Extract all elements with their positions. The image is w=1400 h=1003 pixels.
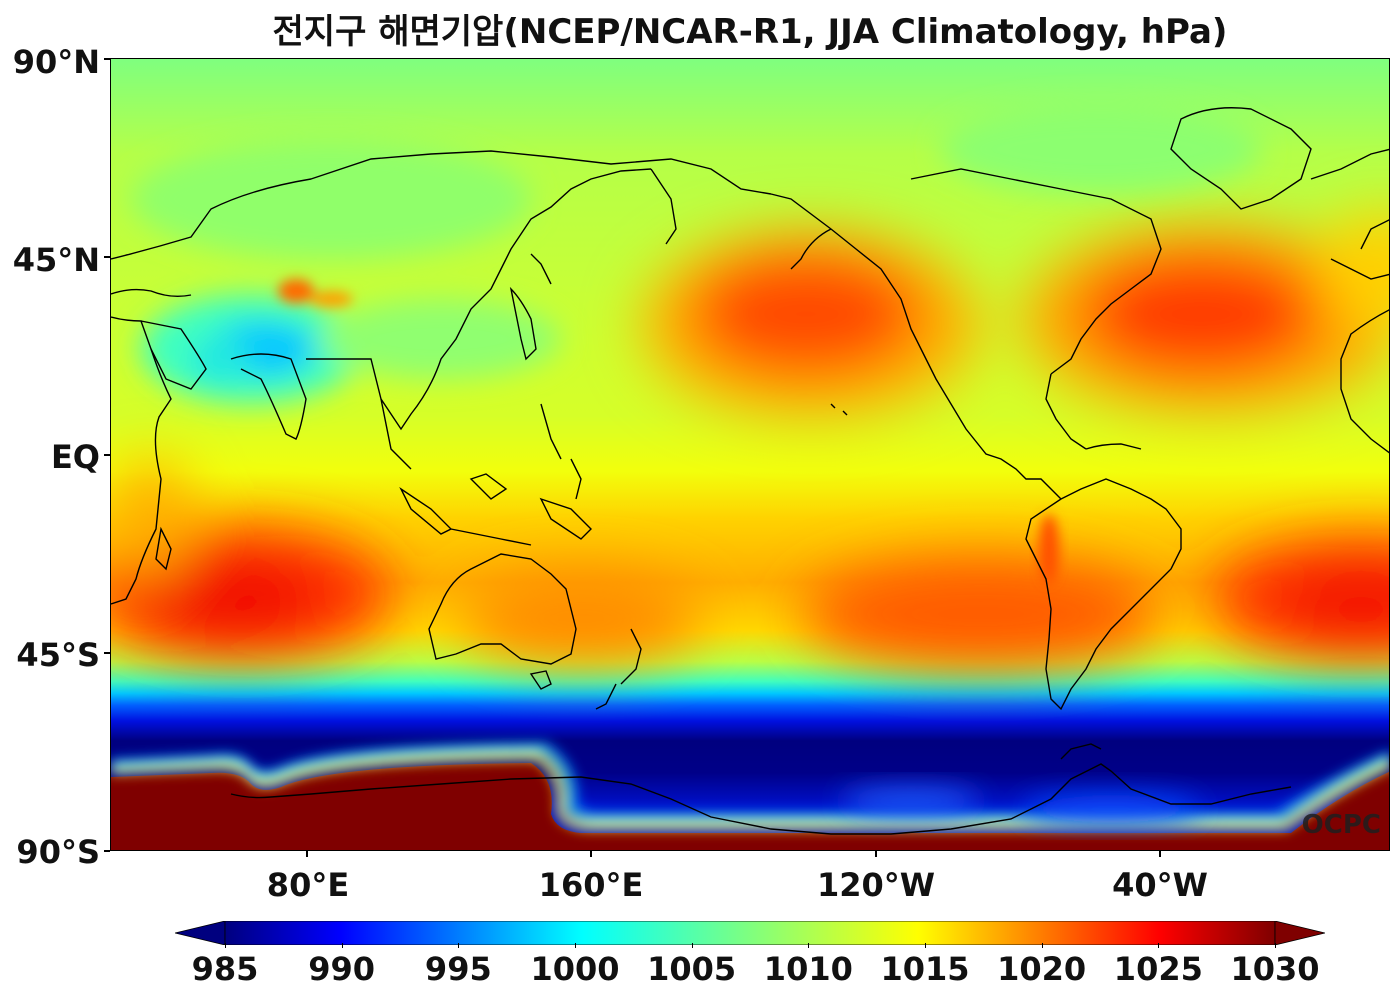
coastlines	[111, 107, 1389, 835]
colorbar-tick-label: 1020	[997, 950, 1087, 988]
colorbar-tick-label: 1005	[647, 950, 737, 988]
colorbar-tick	[1041, 943, 1043, 948]
watermark: OCPC	[1301, 810, 1381, 840]
lon-label-120w: 120°W	[816, 866, 936, 904]
andes-artifact	[1039, 514, 1059, 584]
colorbar-tick	[925, 943, 926, 948]
lat-label-eq: EQ	[50, 438, 100, 476]
chart-title: 전지구 해면기압(NCEP/NCAR-R1, JJA Climatology, …	[272, 12, 1228, 52]
colorbar-tick	[691, 943, 693, 948]
colorbar-tick-label: 990	[308, 950, 376, 988]
colorbar-tick	[341, 943, 343, 948]
colorbar-tick-label: 1010	[763, 950, 853, 988]
lat-label-45s: 45°S	[16, 636, 100, 674]
colorbar-max-extend	[1274, 921, 1325, 945]
lon-label-40w: 40°W	[1112, 866, 1208, 904]
lat-tick	[104, 256, 110, 258]
lat-tick	[104, 454, 110, 456]
lat-label-45n: 45°N	[12, 241, 100, 279]
colorbar	[175, 921, 1325, 945]
colorbar-tick	[1158, 943, 1160, 948]
colorbar-tick-label: 1000	[530, 950, 620, 988]
tibetan-high-artifact	[278, 279, 353, 307]
colorbar-tick-label: 995	[424, 950, 492, 988]
colorbar-tick-label: 1030	[1230, 950, 1320, 988]
monsoon-low	[131, 104, 1261, 404]
lat-label-90s: 90°S	[16, 833, 100, 871]
lon-label-160e: 160°E	[538, 866, 644, 904]
colorbar-tick	[808, 943, 810, 948]
colorbar-tick	[1275, 943, 1276, 948]
southern-highs	[111, 459, 1389, 669]
lon-tick	[1159, 851, 1161, 857]
colorbar-tick-label: 1025	[1113, 950, 1203, 988]
lon-tick	[306, 851, 308, 857]
lat-tick	[104, 58, 110, 60]
colorbar-tick	[458, 943, 460, 948]
lon-tick	[875, 851, 877, 857]
ross-sea-light	[841, 789, 1201, 823]
lon-tick	[590, 851, 592, 857]
colorbar-tick	[225, 943, 226, 948]
lat-label-90n: 90°N	[12, 43, 100, 81]
lat-tick	[104, 850, 110, 852]
colorbar-tick-label: 1015	[880, 950, 970, 988]
colorbar-gradient	[224, 921, 1276, 945]
colorbar-tick-label: 985	[191, 950, 259, 988]
northern-highs	[641, 209, 1389, 419]
lon-label-80e: 80°E	[266, 866, 350, 904]
colorbar-tick	[575, 943, 576, 948]
colorbar-min-extend	[175, 921, 226, 945]
pressure-field-svg	[111, 59, 1389, 850]
antarctic-ring	[111, 742, 1389, 830]
pressure-map: OCPC	[110, 58, 1390, 851]
lat-tick	[104, 652, 110, 654]
